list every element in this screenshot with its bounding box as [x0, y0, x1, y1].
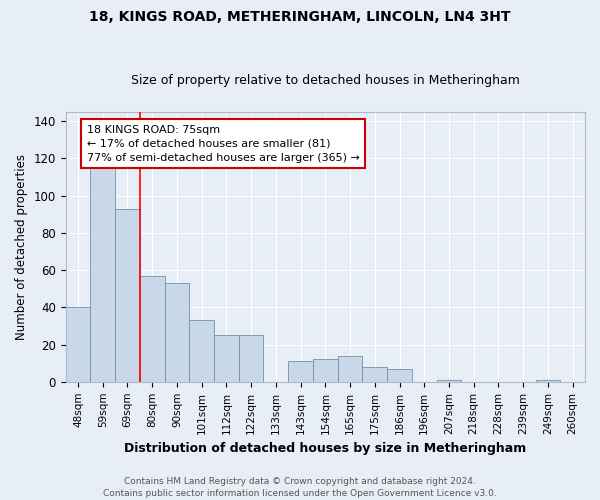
- Text: 18 KINGS ROAD: 75sqm
← 17% of detached houses are smaller (81)
77% of semi-detac: 18 KINGS ROAD: 75sqm ← 17% of detached h…: [86, 125, 359, 163]
- Bar: [164, 283, 190, 382]
- Bar: [536, 380, 560, 382]
- Bar: [91, 168, 115, 382]
- Bar: [140, 276, 164, 382]
- Bar: [387, 369, 412, 382]
- Text: Contains HM Land Registry data © Crown copyright and database right 2024.
Contai: Contains HM Land Registry data © Crown c…: [103, 476, 497, 498]
- Bar: [65, 308, 91, 382]
- Bar: [437, 380, 461, 382]
- Bar: [288, 362, 313, 382]
- Bar: [338, 356, 362, 382]
- Title: Size of property relative to detached houses in Metheringham: Size of property relative to detached ho…: [131, 74, 520, 87]
- Text: 18, KINGS ROAD, METHERINGHAM, LINCOLN, LN4 3HT: 18, KINGS ROAD, METHERINGHAM, LINCOLN, L…: [89, 10, 511, 24]
- X-axis label: Distribution of detached houses by size in Metheringham: Distribution of detached houses by size …: [124, 442, 526, 455]
- Bar: [313, 360, 338, 382]
- Bar: [362, 367, 387, 382]
- Bar: [214, 336, 239, 382]
- Y-axis label: Number of detached properties: Number of detached properties: [15, 154, 28, 340]
- Bar: [239, 336, 263, 382]
- Bar: [190, 320, 214, 382]
- Bar: [115, 208, 140, 382]
